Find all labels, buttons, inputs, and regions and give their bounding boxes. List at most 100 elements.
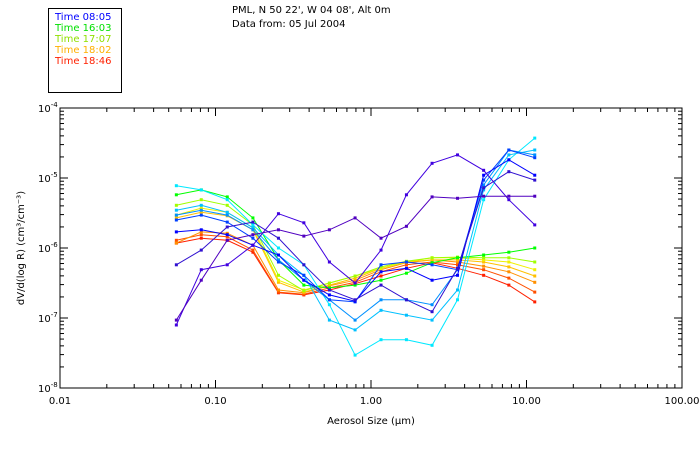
data-point bbox=[353, 278, 357, 282]
y-tick-label: 10-4 bbox=[38, 101, 58, 115]
data-point bbox=[199, 236, 203, 240]
data-point bbox=[533, 136, 537, 140]
data-point bbox=[225, 225, 229, 229]
data-point bbox=[456, 153, 460, 157]
data-point bbox=[353, 298, 357, 302]
data-point bbox=[174, 203, 178, 207]
chart-title-location: PML, N 50 22', W 04 08', Alt 0m bbox=[232, 5, 391, 16]
data-point bbox=[430, 161, 434, 165]
data-point bbox=[174, 218, 178, 222]
data-point bbox=[456, 258, 460, 262]
data-point bbox=[404, 224, 408, 228]
x-tick-label: 0.01 bbox=[49, 396, 71, 407]
data-point bbox=[533, 290, 537, 294]
data-point bbox=[174, 216, 178, 220]
series-line bbox=[176, 137, 536, 356]
data-point bbox=[302, 289, 306, 293]
data-point bbox=[251, 250, 255, 254]
series-line bbox=[176, 189, 535, 289]
data-point bbox=[174, 230, 178, 234]
data-point bbox=[430, 195, 434, 199]
data-point bbox=[251, 216, 255, 220]
data-point bbox=[225, 220, 229, 224]
data-point bbox=[379, 283, 383, 287]
legend-item-0805: Time 08:05 bbox=[55, 12, 112, 23]
legend-item-1802: Time 18:02 bbox=[55, 45, 112, 56]
data-point bbox=[533, 300, 537, 304]
data-point bbox=[327, 318, 331, 322]
data-point bbox=[456, 273, 460, 277]
series-6 bbox=[174, 188, 537, 290]
data-point bbox=[276, 228, 280, 232]
data-point bbox=[507, 170, 511, 174]
data-point bbox=[379, 274, 383, 278]
data-point bbox=[404, 266, 408, 270]
x-tick-label: 10.00 bbox=[512, 396, 541, 407]
data-point bbox=[225, 235, 229, 239]
data-point bbox=[430, 261, 434, 265]
data-point bbox=[482, 173, 486, 177]
data-point bbox=[482, 260, 486, 264]
data-point bbox=[507, 158, 511, 162]
data-point bbox=[456, 260, 460, 264]
data-point bbox=[276, 278, 280, 282]
data-point bbox=[199, 188, 203, 192]
data-point bbox=[327, 281, 331, 285]
data-point bbox=[199, 210, 203, 214]
series-14 bbox=[174, 170, 537, 314]
data-point bbox=[199, 228, 203, 232]
data-point bbox=[404, 260, 408, 264]
data-point bbox=[379, 308, 383, 312]
data-point bbox=[533, 274, 537, 278]
y-tick-exponent: -4 bbox=[51, 101, 59, 109]
data-point bbox=[482, 178, 486, 182]
data-point bbox=[430, 263, 434, 267]
data-point bbox=[507, 194, 511, 198]
data-point bbox=[353, 353, 357, 357]
data-point bbox=[379, 338, 383, 342]
data-point bbox=[327, 286, 331, 290]
y-tick-label: 10-5 bbox=[38, 171, 58, 185]
data-point bbox=[276, 258, 280, 262]
data-point bbox=[174, 238, 178, 242]
data-point bbox=[379, 263, 383, 267]
data-point bbox=[174, 193, 178, 197]
data-point bbox=[199, 213, 203, 217]
series-12 bbox=[174, 153, 537, 327]
data-point bbox=[199, 233, 203, 237]
data-point bbox=[379, 278, 383, 282]
data-point bbox=[225, 195, 229, 199]
data-point bbox=[507, 270, 511, 274]
data-point bbox=[327, 260, 331, 264]
series-13 bbox=[174, 194, 537, 322]
data-point bbox=[174, 263, 178, 267]
data-point bbox=[174, 184, 178, 188]
x-tick-label: 100.00 bbox=[665, 396, 700, 407]
data-point bbox=[251, 228, 255, 232]
data-point bbox=[199, 208, 203, 212]
data-point bbox=[404, 338, 408, 342]
series-5 bbox=[174, 198, 537, 293]
data-point bbox=[533, 173, 537, 177]
data-point bbox=[276, 288, 280, 292]
data-point bbox=[353, 283, 357, 287]
y-tick-base: 10 bbox=[38, 174, 51, 185]
data-point bbox=[404, 193, 408, 197]
y-tick-base: 10 bbox=[38, 104, 51, 115]
data-point bbox=[507, 256, 511, 260]
y-tick-label: 10-8 bbox=[38, 381, 58, 395]
data-point bbox=[533, 223, 537, 227]
data-point bbox=[533, 260, 537, 264]
y-tick-exponent: -6 bbox=[51, 241, 59, 249]
data-point bbox=[379, 236, 383, 240]
data-point bbox=[430, 318, 434, 322]
data-point bbox=[251, 220, 255, 224]
data-point bbox=[353, 328, 357, 332]
data-point bbox=[533, 148, 537, 152]
data-point bbox=[199, 278, 203, 282]
data-point bbox=[379, 270, 383, 274]
y-tick-exponent: -8 bbox=[51, 381, 58, 389]
data-point bbox=[199, 268, 203, 272]
data-point bbox=[276, 253, 280, 257]
